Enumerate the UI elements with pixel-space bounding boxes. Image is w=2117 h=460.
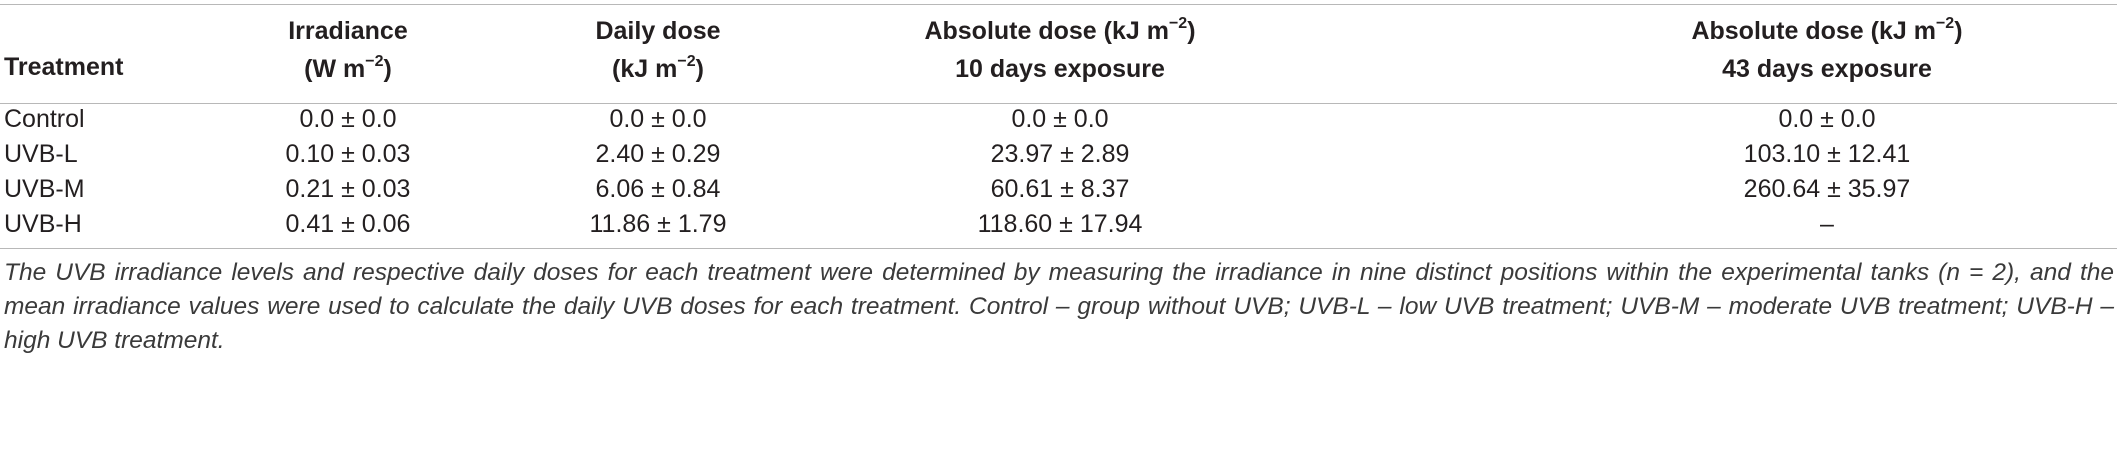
cell-irradiance: 0.10 ± 0.03 bbox=[285, 140, 411, 168]
header-irradiance-unit: (W m−2) bbox=[304, 52, 392, 83]
header-treatment: Treatment bbox=[4, 53, 124, 81]
header-daily-unit: (kJ m−2) bbox=[612, 52, 704, 83]
header-daily-line1: Daily dose bbox=[595, 17, 721, 45]
cell-daily: 0.0 ± 0.0 bbox=[609, 105, 707, 133]
table-bottom-rule bbox=[0, 248, 2117, 249]
cell-abs10: 23.97 ± 2.89 bbox=[990, 140, 1130, 168]
cell-daily: 11.86 ± 1.79 bbox=[589, 210, 727, 238]
cell-abs10: 60.61 ± 8.37 bbox=[990, 175, 1130, 203]
header-irradiance-line1: Irradiance bbox=[288, 17, 408, 45]
cell-abs43: 103.10 ± 12.41 bbox=[1743, 140, 1911, 168]
cell-daily: 6.06 ± 0.84 bbox=[595, 175, 721, 203]
cell-abs10: 0.0 ± 0.0 bbox=[1011, 105, 1109, 133]
cell-abs43: 260.64 ± 35.97 bbox=[1743, 175, 1911, 203]
header-abs43-line2: 43 days exposure bbox=[1722, 55, 1932, 83]
table-footnote: The UVB irradiance levels and respective… bbox=[4, 259, 2114, 354]
cell-treatment: Control bbox=[4, 105, 85, 133]
cell-irradiance: 0.41 ± 0.06 bbox=[285, 210, 411, 238]
cell-daily: 2.40 ± 0.29 bbox=[595, 140, 721, 168]
header-abs10-line2: 10 days exposure bbox=[955, 55, 1165, 83]
cell-treatment: UVB-H bbox=[4, 210, 82, 238]
cell-irradiance: 0.21 ± 0.03 bbox=[285, 175, 411, 203]
cell-treatment: UVB-L bbox=[4, 140, 78, 168]
cell-abs10: 118.60 ± 17.94 bbox=[977, 210, 1143, 238]
cell-abs43: 0.0 ± 0.0 bbox=[1778, 105, 1876, 133]
cell-treatment: UVB-M bbox=[4, 175, 85, 203]
cell-abs43: – bbox=[1820, 210, 1834, 238]
header-abs43-line1: Absolute dose (kJ m−2) bbox=[1691, 14, 1963, 45]
cell-irradiance: 0.0 ± 0.0 bbox=[299, 105, 397, 133]
header-abs10-line1: Absolute dose (kJ m−2) bbox=[924, 14, 1196, 45]
table-top-rule bbox=[0, 4, 2117, 5]
header-rule bbox=[0, 103, 2117, 104]
